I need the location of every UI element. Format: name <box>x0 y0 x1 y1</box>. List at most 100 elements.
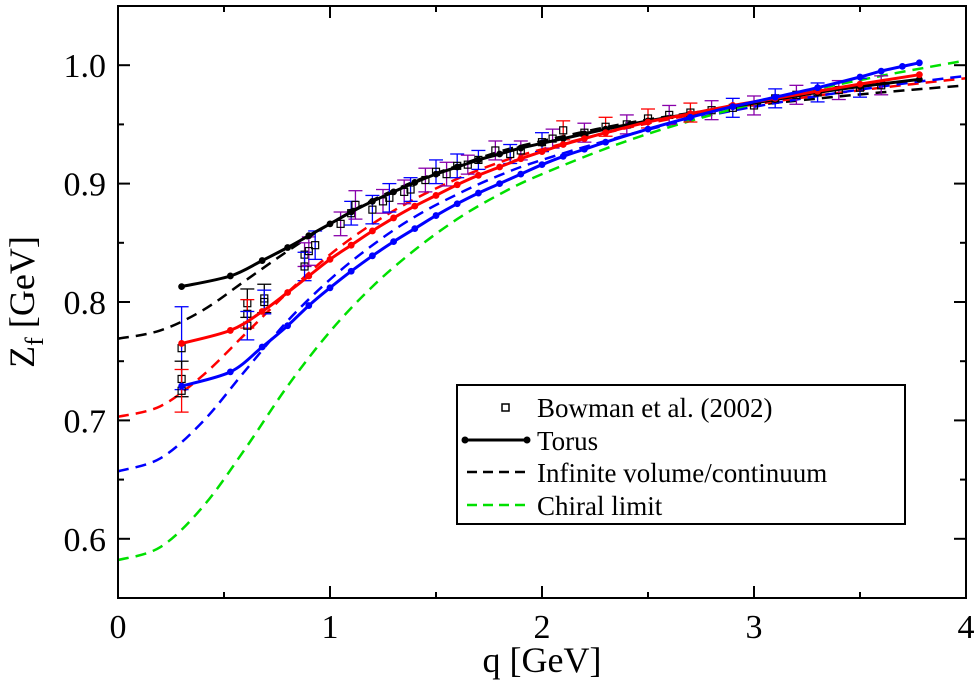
torus-point <box>347 208 355 216</box>
torus-point <box>453 181 461 189</box>
torus-point <box>496 180 503 188</box>
torus-point <box>496 150 503 158</box>
bowman-point <box>376 188 390 214</box>
torus-point <box>178 340 186 347</box>
torus-point <box>559 135 567 143</box>
continuum-curve-1 <box>118 76 966 419</box>
torus-point <box>305 302 313 309</box>
continuum-curve-2 <box>118 74 966 473</box>
x-tick-label: 4 <box>958 609 975 646</box>
legend-torus-dot-right <box>523 436 531 444</box>
bowman-marker <box>559 126 568 135</box>
torus-point <box>411 202 419 210</box>
torus-point <box>687 113 694 121</box>
torus-point <box>581 145 588 153</box>
torus-point <box>369 252 376 260</box>
torus-point <box>538 139 546 147</box>
legend-bowman-marker <box>501 403 510 412</box>
torus-point <box>453 200 461 208</box>
torus-point <box>517 155 525 163</box>
torus-point <box>915 71 923 79</box>
bowman-point <box>333 211 348 237</box>
bowman-point <box>418 167 433 193</box>
y-axis-title-unit: [GeV] <box>2 236 42 328</box>
legend-continuum-label: Infinite volume/continuum <box>537 458 827 488</box>
torus-point <box>326 255 334 263</box>
continuum-curve-0 <box>118 84 966 340</box>
y-axis-title-main: Z <box>2 346 42 368</box>
torus-point <box>771 93 779 101</box>
legend-bowman-label: Bowman et al. (2002) <box>537 393 772 423</box>
bowman-point <box>348 190 363 220</box>
torus-point <box>475 189 482 197</box>
torus-point <box>856 73 864 81</box>
bowman-point <box>397 179 412 205</box>
torus-point <box>258 308 266 315</box>
torus-point <box>178 283 186 291</box>
torus-point <box>390 238 397 246</box>
torus-point <box>644 125 652 133</box>
torus-point <box>347 267 355 275</box>
x-axis-title: q [GeV] <box>483 640 602 680</box>
torus-point <box>284 289 291 296</box>
y-axis-title: Zf [GeV] <box>2 236 49 368</box>
torus-point <box>581 130 588 138</box>
torus-point <box>856 80 864 88</box>
torus-point <box>226 272 234 280</box>
bowman-marker <box>260 297 269 307</box>
x-tick-label: 1 <box>322 609 339 646</box>
axes-layer: 0 1 2 3 4 0.6 0.7 0.8 0.9 1.0 <box>64 6 975 646</box>
torus-point <box>915 76 923 83</box>
bowman-point <box>439 161 454 187</box>
y-tick-label: 0.8 <box>64 285 107 322</box>
torus-point <box>326 284 334 292</box>
torus-point <box>915 59 923 67</box>
torus-point <box>369 227 376 235</box>
x-tick-label: 3 <box>746 609 763 646</box>
torus-point <box>284 322 291 330</box>
torus-point <box>390 214 397 222</box>
torus-point <box>305 232 313 240</box>
plot-data-layer <box>118 59 966 562</box>
torus-point <box>432 192 440 199</box>
legend-chiral-label: Chiral limit <box>537 491 663 521</box>
torus-point <box>390 188 397 196</box>
torus-point <box>347 241 355 249</box>
torus-point <box>475 156 482 164</box>
torus-point <box>581 135 588 143</box>
torus-point <box>517 144 525 152</box>
bowman-point <box>403 177 418 203</box>
torus-point <box>877 67 885 75</box>
torus-point <box>496 163 503 171</box>
torus-point <box>258 257 266 264</box>
torus-point <box>538 148 546 156</box>
torus-point <box>517 170 525 178</box>
bowman-point <box>382 182 397 213</box>
torus-point <box>602 138 609 146</box>
y-axis-title-text: Zf [GeV] <box>2 236 49 368</box>
torus-curve-0 <box>181 77 920 289</box>
torus-point <box>538 161 546 169</box>
bowman-marker <box>300 262 309 271</box>
torus-point <box>432 212 440 219</box>
torus-point <box>411 225 419 232</box>
torus-point <box>432 170 440 178</box>
torus-point <box>258 343 266 351</box>
torus-point <box>284 244 291 251</box>
bowman-marker <box>336 219 345 228</box>
torus-point <box>326 220 334 228</box>
y-tick-label: 1.0 <box>64 48 107 85</box>
x-tick-label: 2 <box>534 609 551 646</box>
torus-point <box>475 171 482 179</box>
legend-torus-label: Torus <box>537 426 598 456</box>
torus-point <box>559 141 567 148</box>
y-tick-label: 0.7 <box>64 403 107 440</box>
torus-point <box>369 197 376 205</box>
torus-point <box>559 152 567 160</box>
torus-curve-2 <box>181 61 920 388</box>
y-tick-label: 0.6 <box>64 522 107 559</box>
legend: Bowman et al. (2002) Torus Infinite volu… <box>456 384 906 525</box>
torus-curve-1 <box>181 73 920 345</box>
torus-point <box>305 272 313 280</box>
